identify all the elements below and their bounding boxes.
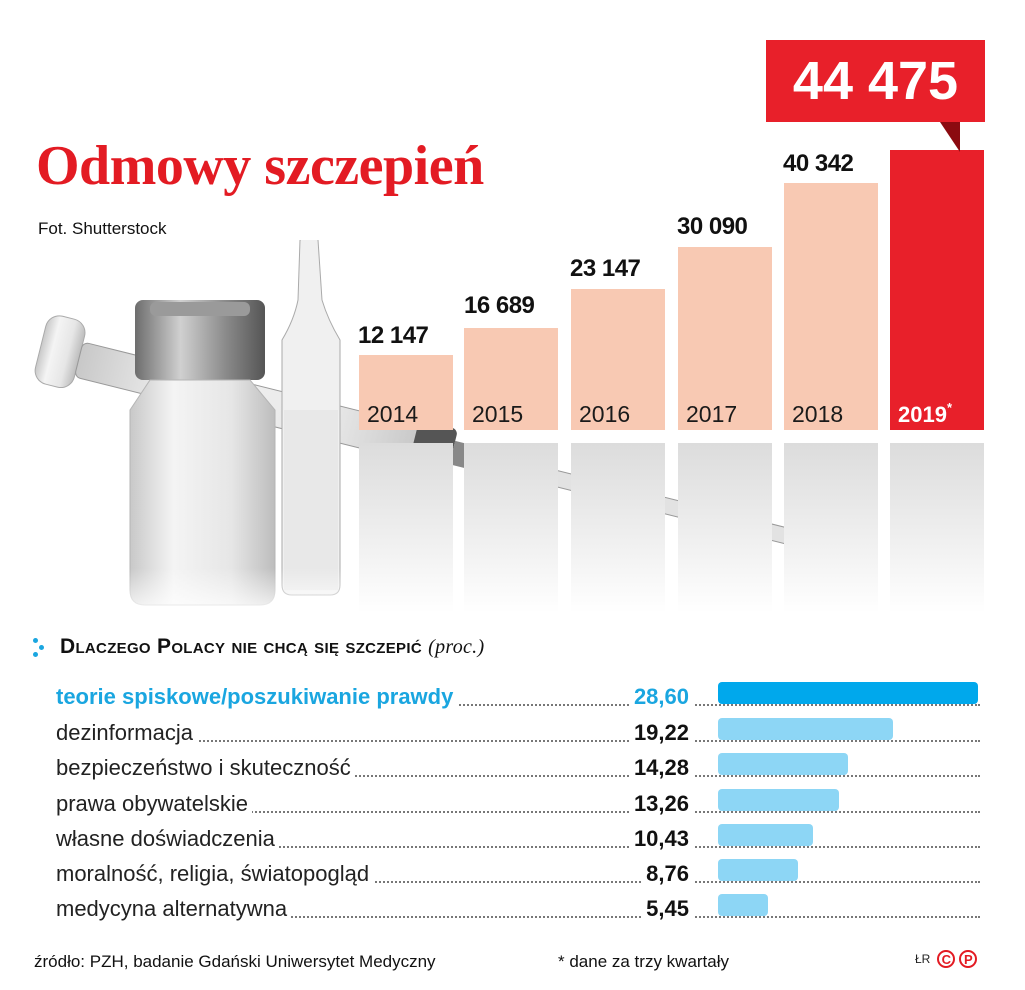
bar-reflection (678, 443, 772, 613)
bar-reflection (464, 443, 558, 613)
reason-bar (718, 894, 768, 916)
bar-value-label: 16 689 (464, 292, 535, 319)
photo-credit: Fot. Shutterstock (38, 219, 167, 238)
publisher-logo: ŁR C P (915, 950, 978, 968)
reason-label: dezinformacja (56, 720, 197, 746)
dotted-leader (56, 846, 980, 848)
bar-year-label: 2015 (472, 401, 524, 427)
bar-year-label: 2019* (898, 400, 953, 427)
dotted-leader (56, 916, 980, 918)
reason-value: 5,45 (642, 896, 695, 922)
bar-year-label: 2014 (367, 401, 419, 427)
reason-bar (718, 824, 813, 846)
reason-bar (718, 789, 839, 811)
reason-row: dezinformacja 19,22 (56, 716, 980, 750)
section-heading-unit: (proc.) (428, 636, 485, 658)
bar-value-label: 12 147 (358, 322, 429, 349)
reason-row: prawa obywatelskie 13,26 (56, 787, 980, 821)
reason-row: medycyna alternatywna 5,45 (56, 892, 980, 926)
bar-reflection (784, 443, 878, 613)
reason-label: bezpieczeństwo i skuteczność (56, 755, 355, 781)
bar-2014: 2014 (359, 355, 453, 430)
reason-label: własne doświadczenia (56, 826, 279, 852)
reason-value: 28,60 (629, 684, 695, 710)
section-heading: Dlaczego Polacy nie chcą się szczepić (p… (60, 635, 484, 659)
logo-p-icon: P (959, 950, 978, 968)
reason-bar (718, 859, 798, 881)
bar-reflection (359, 443, 453, 613)
logo-c-icon: C (937, 950, 956, 968)
reason-label: teorie spiskowe/poszukiwanie prawdy (56, 684, 458, 710)
bar-year-label: 2017 (686, 401, 738, 427)
dotted-leader (56, 740, 980, 742)
bar-2017: 2017 (678, 247, 772, 430)
reason-label: prawa obywatelskie (56, 791, 252, 817)
reason-label: moralność, religia, światopogląd (56, 861, 374, 887)
reason-value: 19,22 (629, 720, 695, 746)
highlight-callout: 44 475 (766, 40, 985, 122)
bar-value-label: 40 342 (783, 150, 854, 177)
reason-bar (718, 718, 893, 740)
bullet-dots-icon (32, 637, 44, 659)
reason-value: 14,28 (629, 755, 695, 781)
dotted-leader (56, 775, 980, 777)
bar-value-label: 30 090 (677, 213, 748, 240)
reason-row: moralność, religia, światopogląd 8,76 (56, 857, 980, 891)
reason-value: 13,26 (629, 791, 695, 817)
page-title: Odmowy szczepień (36, 135, 484, 197)
reason-bar (718, 753, 848, 775)
section-heading-text: Dlaczego Polacy nie chcą się szczepić (60, 635, 422, 658)
source-note: źródło: PZH, badanie Gdański Uniwersytet… (34, 952, 436, 971)
bar-year-label: 2018 (792, 401, 844, 427)
reason-row: bezpieczeństwo i skuteczność 14,28 (56, 751, 980, 785)
bar-2018: 2018 (784, 183, 878, 430)
bar-2016: 2016 (571, 289, 665, 430)
reason-label: medycyna alternatywna (56, 896, 292, 922)
bar-2019: 2019* (890, 150, 984, 430)
bar-reflection (890, 443, 984, 613)
bar-year-label: 2016 (579, 401, 631, 427)
author-initials: ŁR (915, 952, 931, 966)
bar-reflection (571, 443, 665, 613)
reason-value: 8,76 (642, 861, 695, 887)
dotted-leader (56, 811, 980, 813)
dotted-leader (56, 881, 980, 883)
reason-value: 10,43 (629, 826, 695, 852)
reason-bar (718, 682, 978, 704)
bar-value-label: 23 147 (570, 255, 641, 282)
footnote: * dane za trzy kwartały (558, 952, 730, 971)
bar-2015: 2015 (464, 328, 558, 430)
callout-tail (940, 122, 960, 152)
reason-row: teorie spiskowe/poszukiwanie prawdy 28,6… (56, 680, 980, 714)
reason-row: własne doświadczenia 10,43 (56, 822, 980, 856)
dotted-leader (56, 704, 980, 706)
